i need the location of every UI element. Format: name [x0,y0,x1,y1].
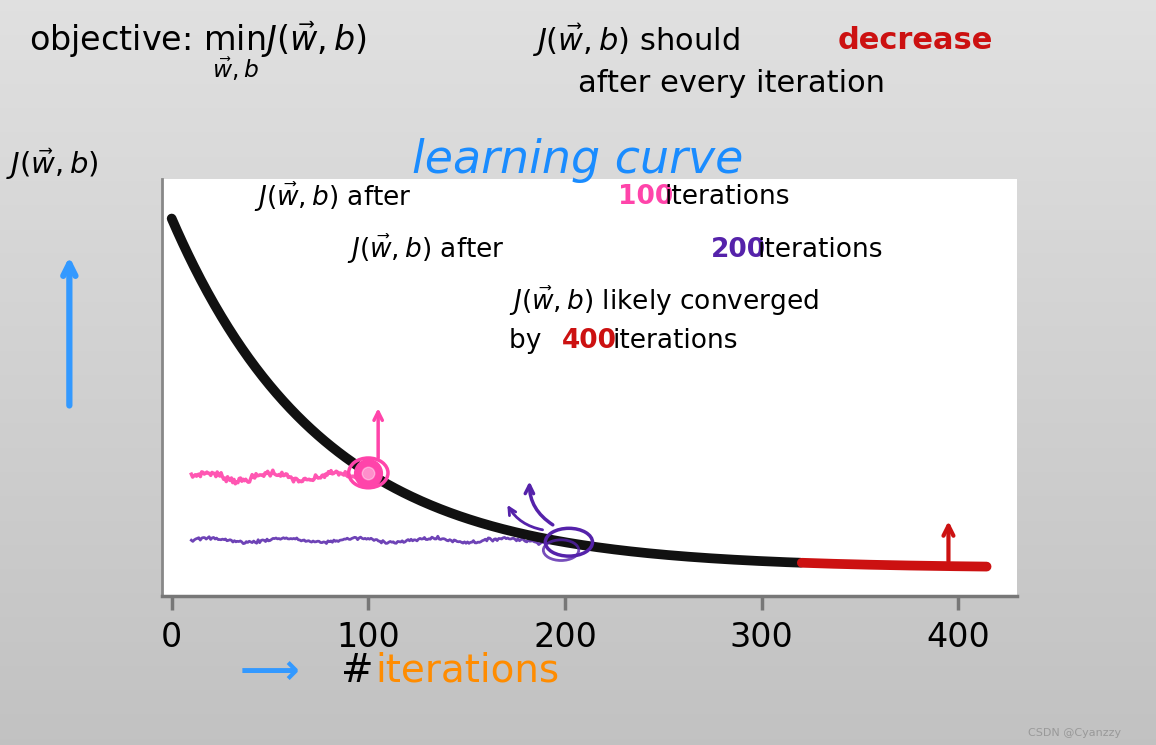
Text: 200: 200 [711,237,766,262]
Text: iterations: iterations [665,185,791,210]
Text: learning curve: learning curve [413,138,743,183]
Text: iterations: iterations [757,237,883,262]
Text: objective: $\underset{\vec{w},b}{\min} J(\vec{w},b)$: objective: $\underset{\vec{w},b}{\min} J… [29,20,366,84]
Text: $J(\vec{w},b)$ after: $J(\vec{w},b)$ after [347,233,504,266]
Text: $J(\vec{w},b)$: $J(\vec{w},b)$ [6,146,98,182]
Text: iterations: iterations [613,329,739,354]
Text: by: by [509,329,549,354]
Text: $J(\vec{w},b)$ likely converged: $J(\vec{w},b)$ likely converged [509,285,818,318]
Text: $J(\vec{w},b)$ should: $J(\vec{w},b)$ should [532,22,742,60]
Text: decrease: decrease [838,27,993,55]
Text: 400: 400 [562,329,617,354]
Text: CSDN @Cyanzzy: CSDN @Cyanzzy [1028,728,1121,738]
Text: $\bf{\longrightarrow}$: $\bf{\longrightarrow}$ [231,650,299,691]
Text: $J(\vec{w},b)$ after: $J(\vec{w},b)$ after [254,181,412,214]
Text: 100: 100 [618,185,674,210]
Text: iterations: iterations [376,651,560,690]
Text: #: # [341,651,373,690]
Text: after every iteration: after every iteration [578,69,885,98]
